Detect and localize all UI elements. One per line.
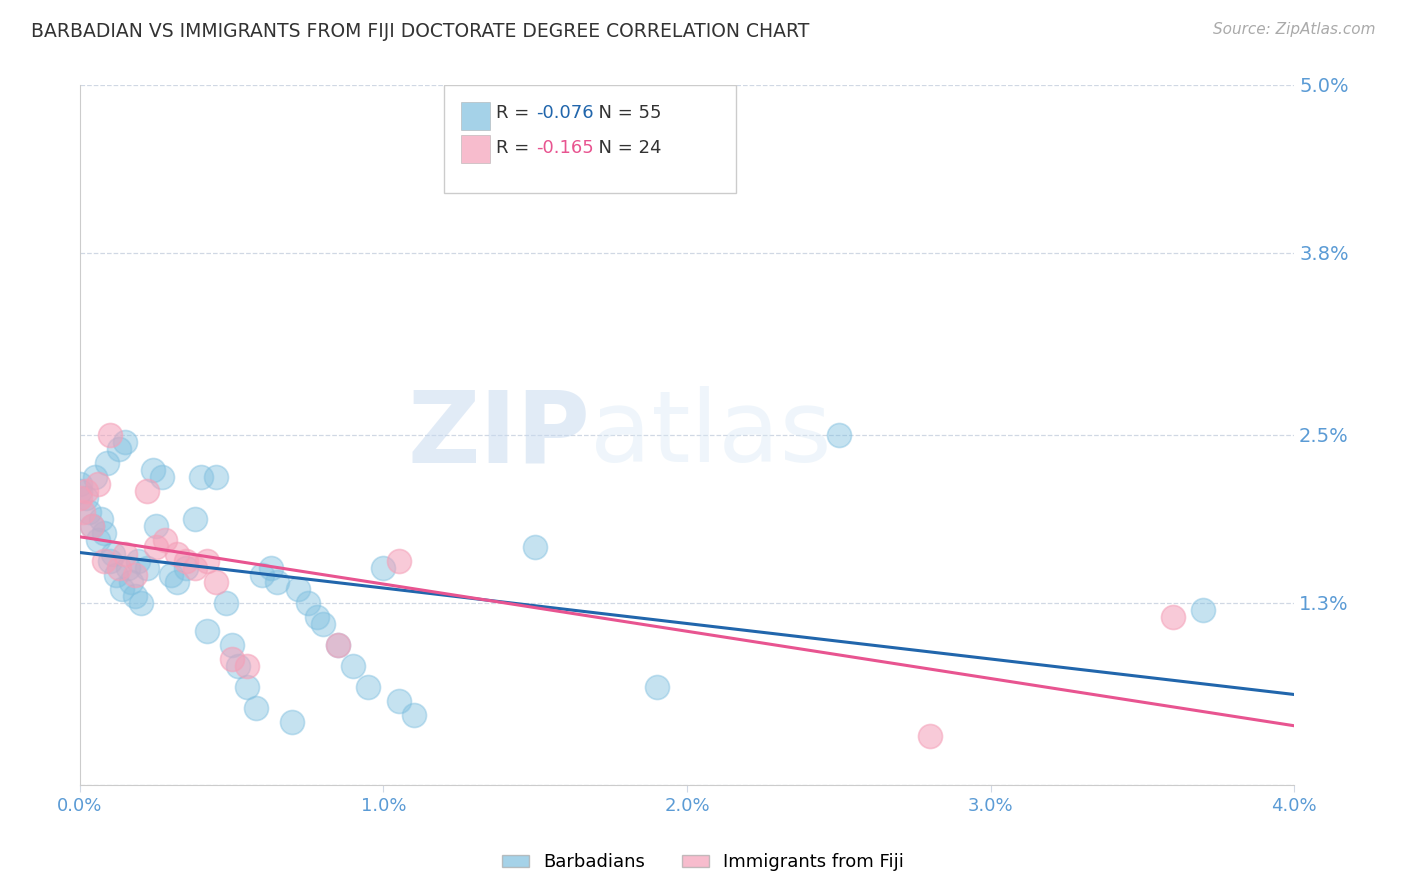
Point <box>90 512 112 526</box>
Point <box>77 505 100 519</box>
Point <box>305 609 328 624</box>
Point <box>96 456 118 470</box>
Point <box>645 680 668 694</box>
Point <box>124 589 146 603</box>
Point <box>69 491 91 505</box>
Point <box>266 574 288 589</box>
Point <box>245 700 267 714</box>
Point <box>108 561 131 575</box>
Legend: Barbadians, Immigrants from Fiji: Barbadians, Immigrants from Fiji <box>495 847 911 879</box>
Point <box>326 638 349 652</box>
Point <box>84 470 107 484</box>
Point <box>108 442 131 456</box>
Point <box>236 658 259 673</box>
Text: N = 24: N = 24 <box>588 139 662 157</box>
Point <box>1161 609 1184 624</box>
Point <box>93 554 115 568</box>
FancyBboxPatch shape <box>461 102 491 129</box>
Point <box>87 533 110 547</box>
Point <box>145 540 167 554</box>
Point <box>326 638 349 652</box>
Point <box>135 483 157 498</box>
Point <box>69 483 91 498</box>
Point <box>388 554 411 568</box>
Point <box>135 561 157 575</box>
Text: R =: R = <box>496 139 536 157</box>
Point <box>145 518 167 533</box>
Point <box>828 427 851 442</box>
Text: N = 55: N = 55 <box>588 104 662 122</box>
Point <box>114 434 136 449</box>
Point <box>388 694 411 708</box>
Point <box>221 638 243 652</box>
Point <box>174 561 197 575</box>
Point <box>150 470 173 484</box>
Point <box>260 561 283 575</box>
Point <box>153 533 176 547</box>
Point <box>524 540 547 554</box>
Point <box>127 554 149 568</box>
Point <box>75 491 97 505</box>
Text: Source: ZipAtlas.com: Source: ZipAtlas.com <box>1212 22 1375 37</box>
Point <box>226 658 249 673</box>
Point <box>184 512 207 526</box>
Point <box>287 582 309 596</box>
Point <box>111 582 134 596</box>
Point <box>174 554 197 568</box>
Point <box>160 567 183 582</box>
Point <box>250 567 273 582</box>
Point <box>281 714 304 729</box>
Point <box>402 707 425 722</box>
Point <box>214 596 236 610</box>
Point <box>373 561 395 575</box>
Point <box>87 476 110 491</box>
Point <box>75 483 97 498</box>
Point <box>342 658 364 673</box>
Point <box>166 574 188 589</box>
Point <box>69 476 91 491</box>
Point <box>190 470 212 484</box>
Text: ZIP: ZIP <box>406 386 591 483</box>
Point <box>121 574 143 589</box>
Point <box>72 505 94 519</box>
Point <box>195 624 218 638</box>
Point <box>236 680 259 694</box>
Text: BARBADIAN VS IMMIGRANTS FROM FIJI DOCTORATE DEGREE CORRELATION CHART: BARBADIAN VS IMMIGRANTS FROM FIJI DOCTOR… <box>31 22 810 41</box>
Point <box>93 525 115 540</box>
Point <box>1192 603 1215 617</box>
Point <box>918 729 941 743</box>
Point <box>124 567 146 582</box>
Point <box>166 547 188 561</box>
Text: R =: R = <box>496 104 536 122</box>
Point <box>221 652 243 666</box>
FancyBboxPatch shape <box>461 135 491 162</box>
Point <box>98 554 121 568</box>
Point <box>80 518 103 533</box>
Point <box>105 567 128 582</box>
Point <box>129 596 152 610</box>
Point <box>357 680 380 694</box>
Point <box>142 463 165 477</box>
Text: atlas: atlas <box>591 386 831 483</box>
Point <box>312 616 335 631</box>
FancyBboxPatch shape <box>444 85 735 194</box>
Point <box>205 574 228 589</box>
Text: -0.165: -0.165 <box>537 139 595 157</box>
Point <box>205 470 228 484</box>
Point <box>98 427 121 442</box>
Point <box>184 561 207 575</box>
Point <box>117 561 139 575</box>
Text: -0.076: -0.076 <box>537 104 595 122</box>
Point <box>103 547 125 561</box>
Point <box>80 518 103 533</box>
Point <box>114 547 136 561</box>
Point <box>195 554 218 568</box>
Point <box>297 596 319 610</box>
